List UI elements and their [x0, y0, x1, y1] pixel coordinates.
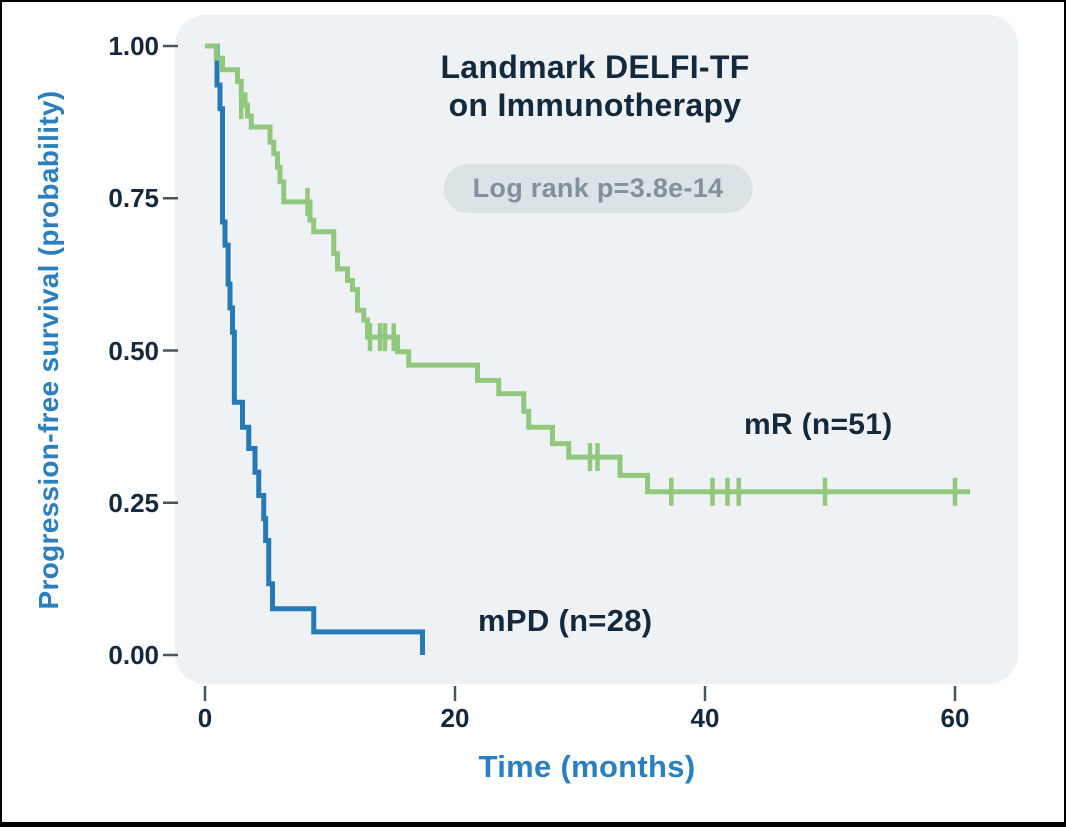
x-axis-title: Time (months) [478, 749, 696, 784]
series-label-mr: mR (n=51) [744, 408, 893, 441]
km-curve-mpd [205, 43, 425, 655]
chart-title: Landmark DELFI-TF on Immunotherapy [440, 48, 749, 124]
y-tick-label: 0.50 [108, 335, 159, 366]
x-tick-label: 20 [440, 703, 470, 733]
x-tick-label: 60 [940, 703, 970, 733]
x-tick-label: 0 [197, 703, 213, 733]
logrank-pvalue-badge: Log rank p=3.8e-14 [443, 164, 753, 213]
y-tick-label: 1.00 [108, 31, 159, 61]
x-tick-label: 40 [690, 703, 720, 733]
chart-title-line2: on Immunotherapy [448, 87, 742, 123]
km-curve-mr [205, 43, 970, 495]
series-label-mpd: mPD (n=28) [478, 603, 653, 638]
chart-title-line1: Landmark DELFI-TF [440, 49, 750, 85]
y-tick-label: 0.25 [108, 487, 159, 518]
y-tick-label: 0.00 [108, 640, 159, 670]
plot-panel [175, 15, 1018, 684]
y-tick-label: 0.75 [108, 183, 159, 214]
